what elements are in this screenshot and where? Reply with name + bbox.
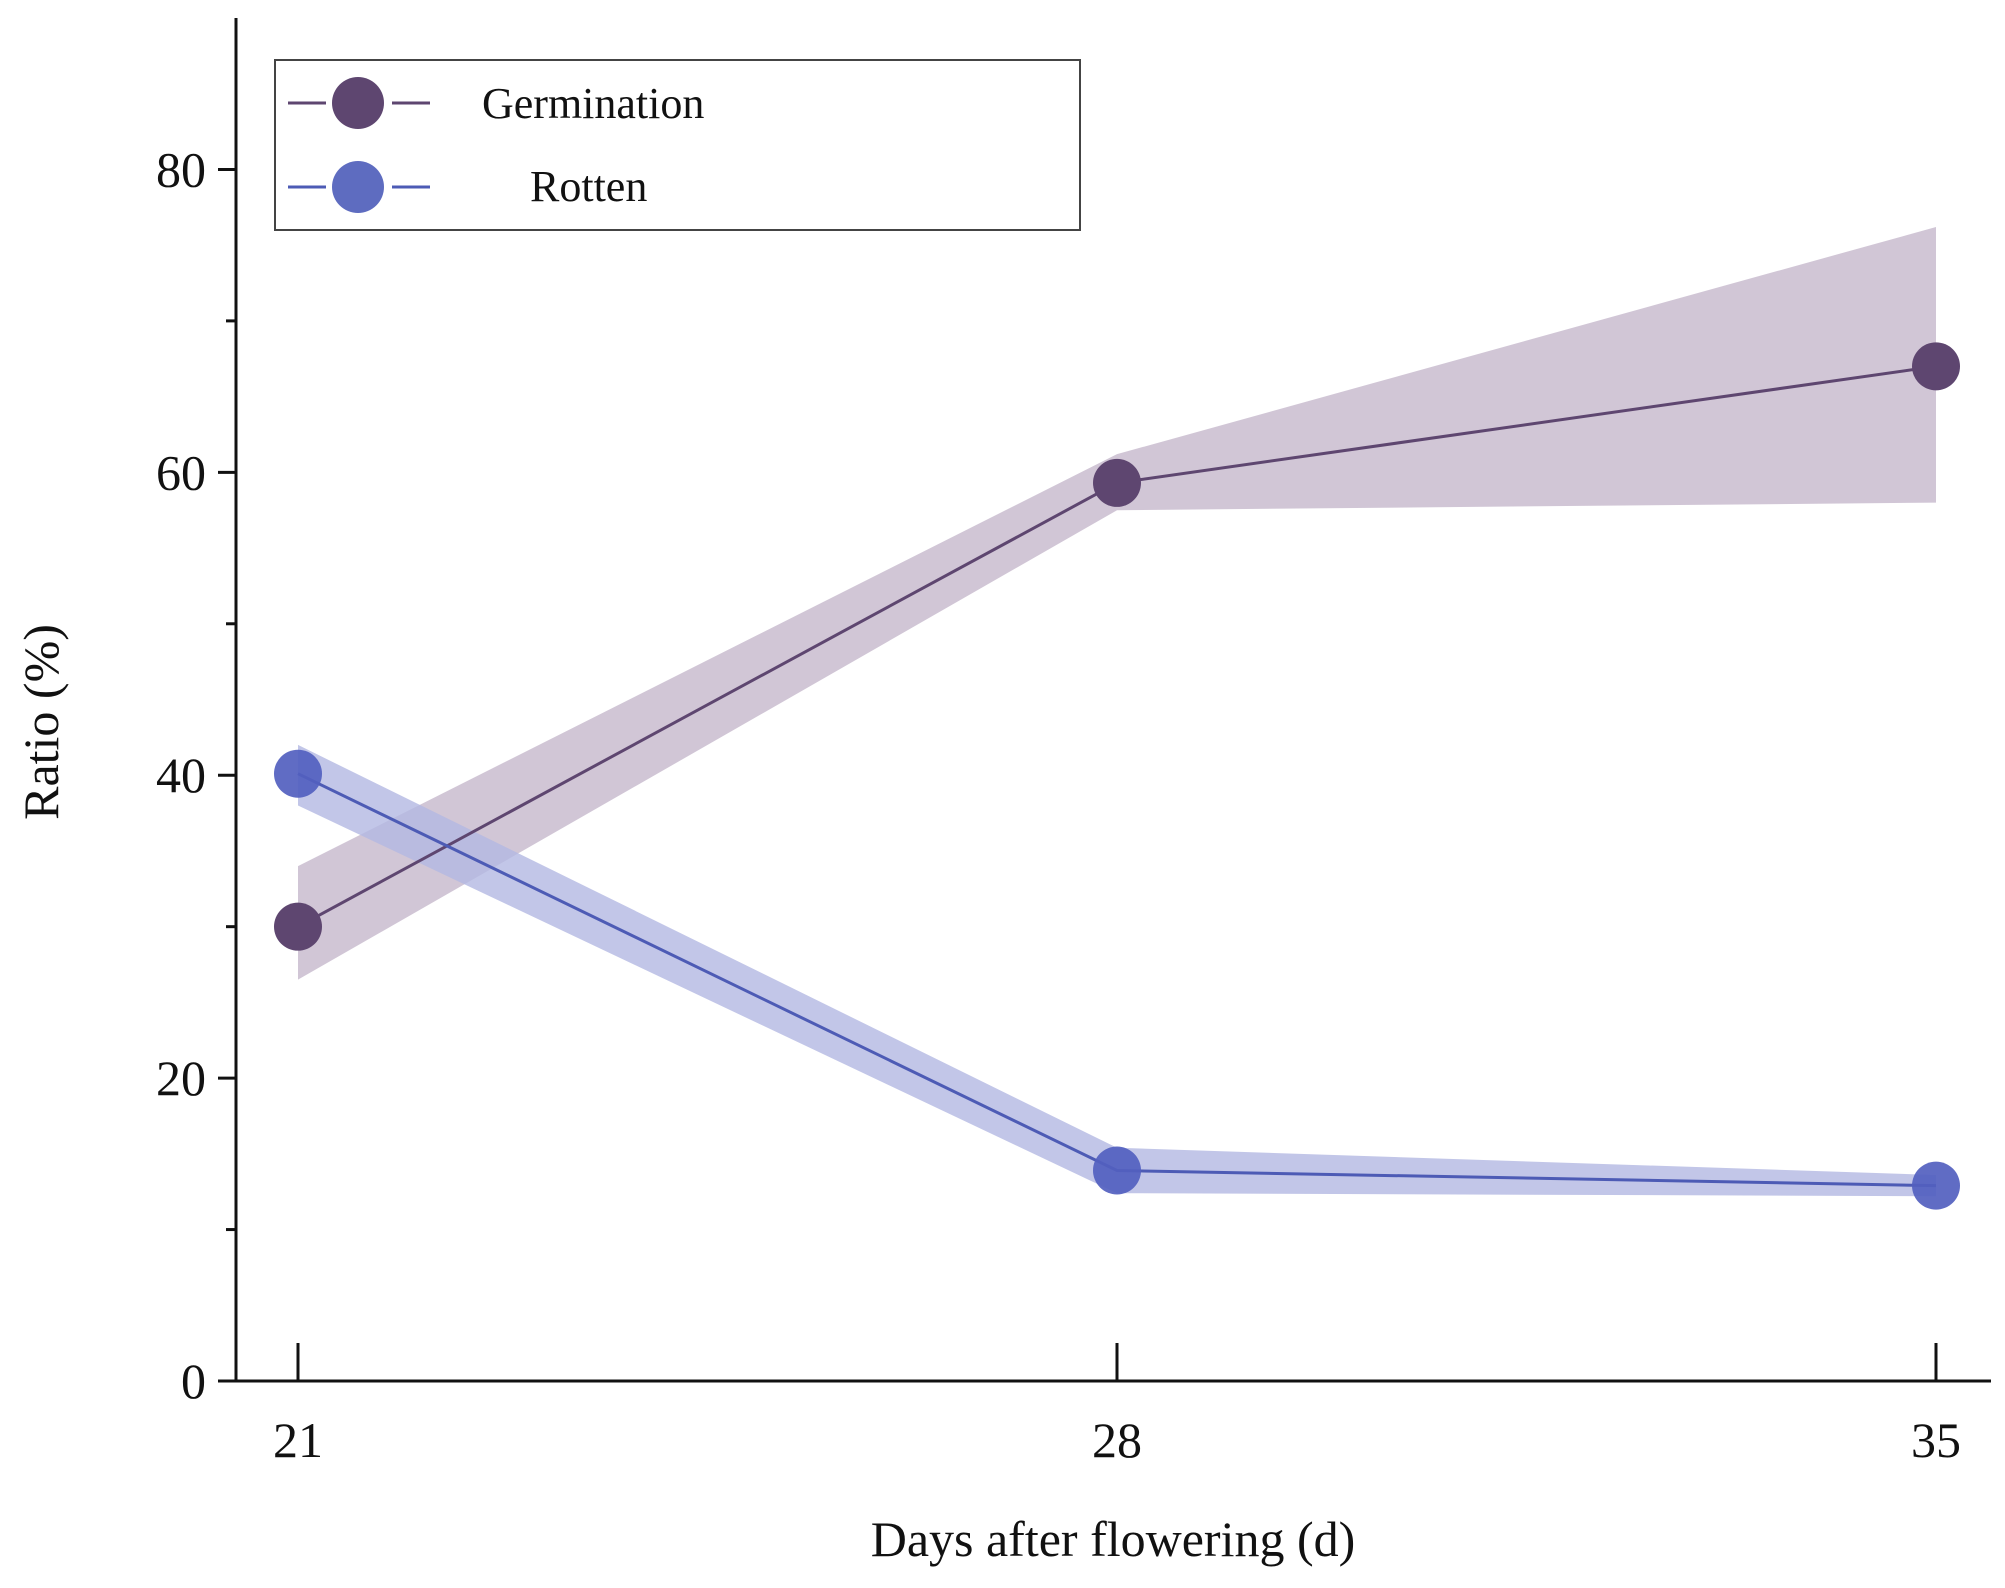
- point-germination-21: [274, 902, 322, 951]
- point-germination-28: [1093, 458, 1141, 507]
- y-tick-label: 80: [156, 141, 206, 197]
- legend-label-germination: Germination: [482, 79, 704, 128]
- x-tick-label: 21: [273, 1412, 323, 1468]
- point-germination-35: [1912, 342, 1960, 391]
- y-tick-label: 60: [156, 444, 206, 500]
- legend-box: [274, 59, 1081, 231]
- y-axis-title: Ratio (%): [13, 624, 69, 820]
- legend-marker-rotten: [332, 161, 384, 213]
- series-markers: [274, 342, 1960, 1210]
- x-axis-title: Days after flowering (d): [871, 1511, 1356, 1567]
- y-axis-ticks: 0 20 40 60 80: [156, 141, 236, 1409]
- confidence-bands: [298, 226, 1936, 1197]
- point-rotten-28: [1093, 1146, 1141, 1195]
- y-tick-label: 20: [156, 1050, 206, 1106]
- x-tick-label: 28: [1092, 1412, 1142, 1468]
- legend-label-rotten: Rotten: [530, 162, 647, 211]
- point-rotten-35: [1912, 1161, 1960, 1210]
- x-tick-label: 35: [1911, 1412, 1961, 1468]
- legend-marker-germination: [332, 77, 384, 129]
- y-tick-label: 40: [156, 747, 206, 803]
- point-rotten-21: [274, 749, 322, 798]
- x-axis-ticks: 21 28 35: [273, 1343, 1961, 1468]
- legend: Germination Rotten: [274, 59, 1081, 231]
- band-germination: [298, 226, 1936, 980]
- y-tick-label: 0: [181, 1353, 206, 1409]
